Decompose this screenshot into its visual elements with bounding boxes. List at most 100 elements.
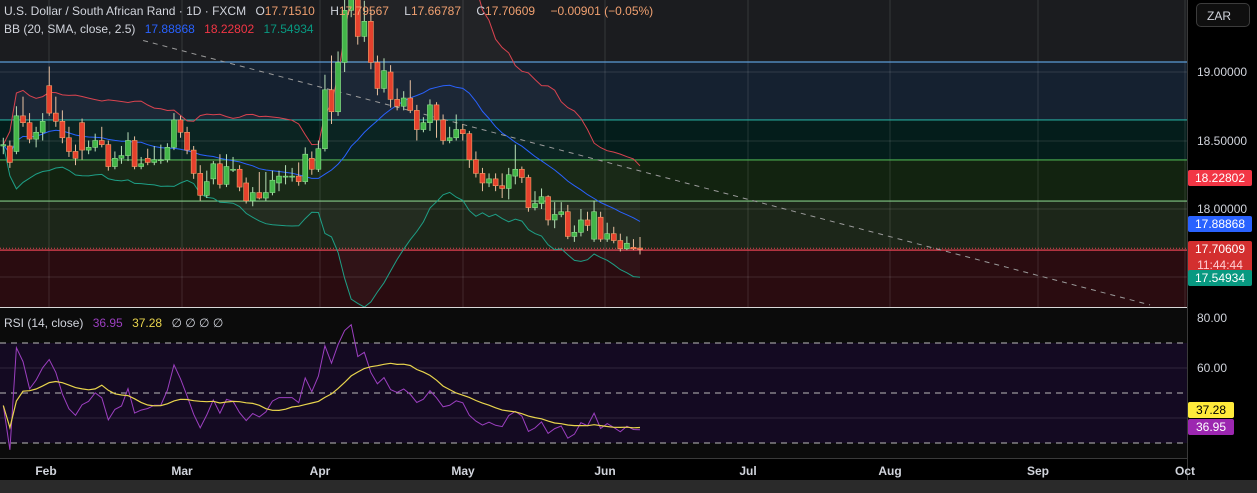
candle-up xyxy=(486,178,492,184)
time-label: Feb xyxy=(35,464,57,478)
rsi-tick: 80.00 xyxy=(1197,311,1228,325)
rsi-axis-label: 36.95 xyxy=(1188,419,1234,435)
bb-lower-value: 17.54934 xyxy=(263,22,314,36)
bb-lower-line xyxy=(2,144,641,307)
rsi-line xyxy=(2,323,641,450)
time-label: Aug xyxy=(878,464,902,478)
candle-up xyxy=(203,181,210,196)
price-axis[interactable] xyxy=(1187,0,1257,480)
currency-button[interactable]: ZAR xyxy=(1196,3,1250,27)
level-zone xyxy=(0,250,1187,307)
candle-up xyxy=(85,147,92,151)
candle-down xyxy=(584,219,591,226)
candle-up xyxy=(269,179,276,193)
candle-down xyxy=(177,119,184,133)
candle-down xyxy=(466,133,473,160)
candle-up xyxy=(420,122,427,130)
change-value: −0.00901 (−0.05%) xyxy=(550,4,654,18)
bb-basis-value: 17.88868 xyxy=(144,22,195,36)
candle-down xyxy=(197,173,204,196)
candle-down xyxy=(610,233,617,241)
candle-up xyxy=(322,89,328,150)
candle-down xyxy=(597,216,604,240)
candle-up xyxy=(578,219,584,233)
time-label: Mar xyxy=(171,464,193,478)
candle-up xyxy=(138,163,144,167)
time-label: May xyxy=(451,464,475,478)
rsi-label[interactable]: RSI (14, close) xyxy=(4,316,84,330)
close-value: 17.70609 xyxy=(485,4,536,18)
level-zone xyxy=(0,61,1187,120)
candle-up xyxy=(230,168,236,171)
rsi-band xyxy=(0,343,1187,443)
candle-up xyxy=(341,10,348,63)
candle-down xyxy=(492,178,499,187)
candle-down xyxy=(354,0,361,37)
candle-up xyxy=(512,168,519,177)
candle-down xyxy=(440,119,446,141)
candle-up xyxy=(249,192,256,202)
low-label: L xyxy=(404,4,411,18)
candle-down xyxy=(72,151,79,159)
candle-down xyxy=(243,182,249,202)
candle-down xyxy=(184,131,190,151)
candle-down xyxy=(630,247,637,250)
rsi-value: 36.95 xyxy=(92,316,123,330)
rsi-ma-axis-label: 37.28 xyxy=(1188,402,1234,418)
candle-down xyxy=(131,140,138,167)
candle-down xyxy=(46,85,53,114)
candle-down xyxy=(433,104,440,121)
candle-up xyxy=(453,129,460,139)
symbol-title[interactable]: U.S. Dollar / South African Rand · 1D · … xyxy=(4,4,247,18)
candle-down xyxy=(7,145,13,163)
last-price-value: 17.70609 xyxy=(1194,242,1246,257)
open-value: 17.71510 xyxy=(264,4,315,18)
rsi-legend: RSI (14, close) 36.95 37.28 ∅ ∅ ∅ ∅ xyxy=(4,316,229,330)
candle-down xyxy=(144,158,151,163)
low-value: 17.66787 xyxy=(410,4,462,18)
candle-up xyxy=(315,148,322,170)
candle-up xyxy=(158,159,164,161)
price-chart[interactable] xyxy=(0,0,1187,307)
rsi-tick: 60.00 xyxy=(1197,361,1228,375)
rsi-chart[interactable] xyxy=(0,308,1187,458)
time-axis[interactable]: Feb Mar Apr May Jun Jul Aug Sep Oct xyxy=(0,458,1195,481)
candle-down xyxy=(499,185,505,189)
candle-up xyxy=(446,137,453,141)
bb-upper-line xyxy=(2,0,641,167)
candle-down xyxy=(79,122,85,151)
candle-up xyxy=(118,155,125,159)
candle-up xyxy=(92,140,98,148)
bb-upper-value: 18.22802 xyxy=(204,22,255,36)
time-label: Sep xyxy=(1026,464,1050,478)
candle-down xyxy=(105,144,112,167)
candle-down xyxy=(236,168,243,188)
candle-up xyxy=(263,192,269,199)
bb-lower-price-label: 17.54934 xyxy=(1188,270,1252,287)
candle-up xyxy=(276,175,282,184)
candle-up xyxy=(361,21,368,37)
candle-down xyxy=(519,168,525,178)
candle-up xyxy=(532,203,538,208)
candle-down xyxy=(394,99,400,107)
candle-up xyxy=(400,97,407,107)
candle-down xyxy=(414,110,420,130)
candle-up xyxy=(112,158,118,167)
candle-up xyxy=(223,166,230,185)
time-label: Jul xyxy=(739,464,757,478)
rsi-ma-line xyxy=(2,362,641,430)
candle-up xyxy=(171,119,177,148)
candle-up xyxy=(604,233,610,240)
candle-up xyxy=(125,140,131,156)
level-zone xyxy=(0,0,1187,62)
candle-down xyxy=(295,175,302,182)
bar-countdown: 11:44:44 xyxy=(1197,258,1243,273)
candle-up xyxy=(13,115,20,152)
bb-label[interactable]: BB (20, SMA, close, 2.5) xyxy=(4,22,136,36)
bb-upper-price-label: 18.22802 xyxy=(1188,169,1252,186)
candle-down xyxy=(637,247,643,250)
pane-separator[interactable] xyxy=(0,307,1257,308)
candle-down xyxy=(387,71,394,100)
candle-down xyxy=(53,112,59,122)
trend-line xyxy=(142,40,1151,306)
